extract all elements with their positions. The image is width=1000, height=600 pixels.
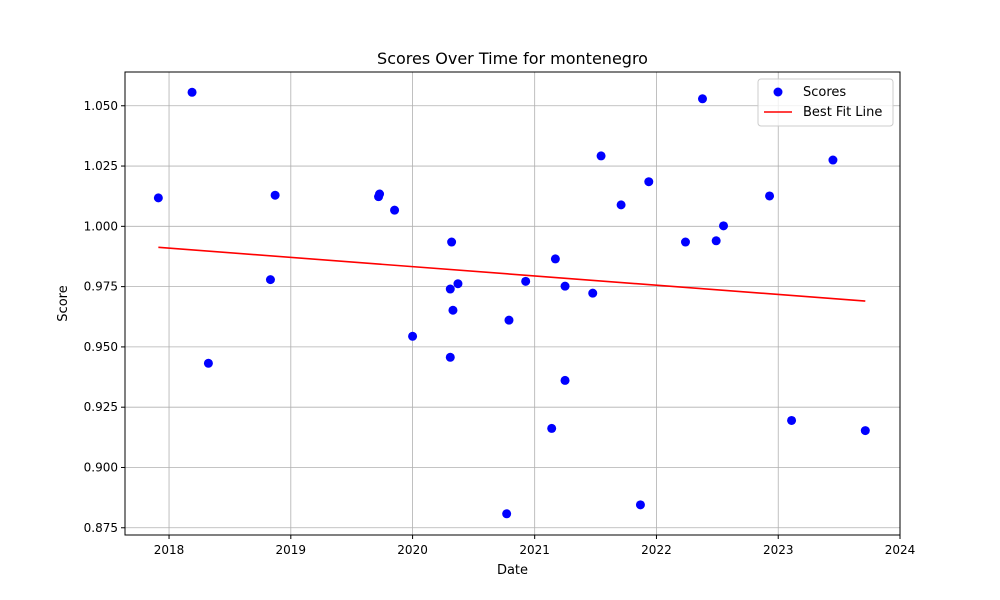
score-point [588, 288, 598, 298]
score-point [375, 189, 385, 199]
score-point [828, 155, 838, 165]
score-points-layer [153, 87, 870, 519]
score-point [502, 509, 512, 519]
score-point [521, 276, 531, 286]
legend-label-best-fit: Best Fit Line [803, 105, 882, 120]
best-fit-line [158, 246, 866, 302]
score-point [448, 305, 458, 315]
score-point [445, 352, 455, 362]
legend-label-scores: Scores [803, 85, 846, 100]
best-fit-line-layer [158, 246, 866, 302]
y-tick-label: 0.975 [84, 280, 118, 294]
score-point [596, 151, 606, 161]
score-point [787, 415, 797, 425]
score-point [408, 331, 418, 341]
chart-title: Scores Over Time for montenegro [377, 49, 648, 68]
score-point [203, 358, 213, 368]
x-axis-label: Date [497, 563, 528, 578]
legend: Scores Best Fit Line [757, 78, 894, 127]
x-tick-label: 2022 [641, 543, 672, 557]
legend-marker-scores [773, 87, 783, 97]
score-point [697, 94, 707, 104]
x-axis-ticks: 2018 2019 2020 2021 2022 2023 2024 [154, 535, 916, 557]
score-point [187, 87, 197, 97]
y-axis-ticks: 0.875 0.900 0.925 0.950 0.975 1.000 1.025 1.050 [84, 99, 125, 535]
score-point [447, 237, 457, 247]
score-point [635, 500, 645, 510]
score-point [445, 284, 455, 294]
y-tick-label: 0.950 [84, 340, 118, 354]
x-tick-label: 2023 [763, 543, 794, 557]
x-tick-label: 2018 [154, 543, 185, 557]
score-point [550, 254, 560, 264]
score-point [265, 275, 275, 285]
x-tick-label: 2020 [397, 543, 428, 557]
score-point [560, 281, 570, 291]
y-tick-label: 0.875 [84, 521, 118, 535]
score-point [711, 236, 721, 246]
x-tick-label: 2021 [519, 543, 550, 557]
score-point [860, 426, 870, 436]
y-tick-label: 1.050 [84, 99, 118, 113]
y-axis-label: Score [56, 285, 71, 321]
y-tick-label: 0.925 [84, 400, 118, 414]
score-point [453, 279, 463, 289]
grid-lines [125, 72, 901, 535]
legend-box [757, 78, 894, 127]
plot-frame [124, 71, 901, 536]
y-tick-label: 1.000 [84, 219, 118, 233]
score-point [560, 375, 570, 385]
score-point [270, 190, 280, 200]
score-point [390, 205, 400, 215]
y-tick-label: 0.900 [84, 460, 118, 474]
score-point [547, 423, 557, 433]
y-tick-label: 1.025 [84, 159, 118, 173]
x-tick-label: 2024 [885, 543, 916, 557]
score-point [719, 221, 729, 231]
x-tick-label: 2019 [276, 543, 307, 557]
score-point [153, 193, 163, 203]
score-point [680, 237, 690, 247]
score-point [765, 191, 775, 201]
score-point [616, 200, 626, 210]
score-point [504, 315, 514, 325]
score-point [644, 177, 654, 187]
